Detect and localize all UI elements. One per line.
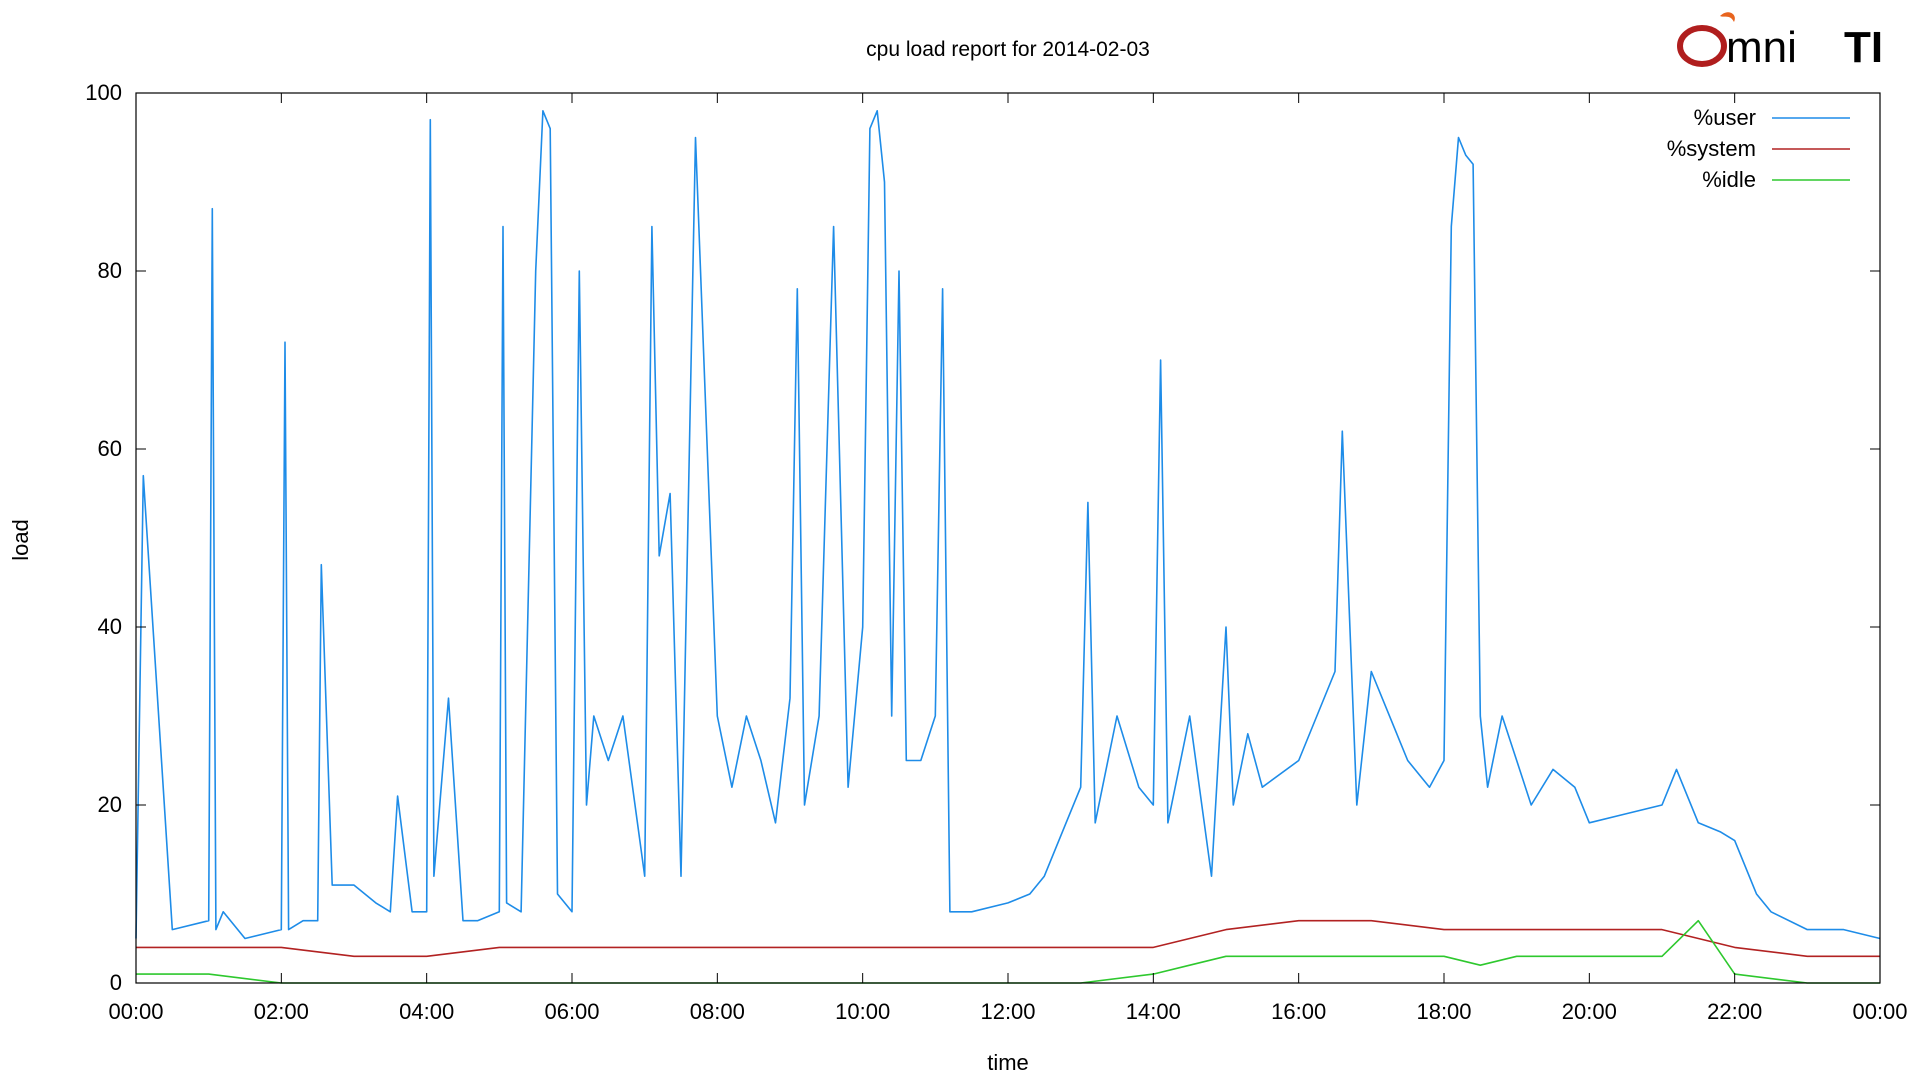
flame-icon	[1720, 12, 1735, 22]
omniti-logo: mni TI	[1668, 4, 1908, 84]
y-tick-label: 100	[85, 80, 122, 105]
y-tick-label: 60	[98, 436, 122, 461]
x-tick-label: 18:00	[1416, 999, 1471, 1024]
y-tick-label: 80	[98, 258, 122, 283]
chart-title: cpu load report for 2014-02-03	[866, 38, 1150, 61]
y-tick-label: 40	[98, 614, 122, 639]
legend-label: %system	[1667, 136, 1756, 161]
series-line-0	[135, 110, 1881, 940]
logo-text-ti: TI	[1844, 23, 1883, 72]
logo-o-ring	[1677, 25, 1727, 67]
x-tick-label: 20:00	[1562, 999, 1617, 1024]
x-tick-label: 00:00	[1852, 999, 1907, 1024]
y-tick-label: 0	[110, 970, 122, 995]
x-tick-label: 06:00	[544, 999, 599, 1024]
x-tick-label: 08:00	[690, 999, 745, 1024]
plot-frame	[135, 92, 1881, 984]
x-tick-label: 10:00	[835, 999, 890, 1024]
x-tick-label: 16:00	[1271, 999, 1326, 1024]
axes: 0 20 40 60 80 100 00:00 02:00 04:00 06:00 08:00 10:…	[85, 80, 1907, 1024]
x-tick-label: 22:00	[1707, 999, 1762, 1024]
legend-label: %user	[1694, 105, 1756, 130]
x-tick-label: 00:00	[108, 999, 163, 1024]
omniti-logo-image: mni TI	[1677, 12, 1883, 72]
series-line-1	[136, 919, 1880, 958]
y-tick-label: 20	[98, 792, 122, 817]
plot-area	[135, 110, 1881, 984]
x-tick-label: 02:00	[254, 999, 309, 1024]
logo-text-mni: mni	[1726, 23, 1797, 72]
legend: %user %system %idle	[1667, 105, 1850, 192]
y-axis-label: load	[8, 519, 33, 561]
x-tick-label: 14:00	[1126, 999, 1181, 1024]
x-tick-label: 04:00	[399, 999, 454, 1024]
legend-label: %idle	[1702, 167, 1756, 192]
x-axis-label: time	[987, 1050, 1029, 1075]
x-tick-label: 12:00	[980, 999, 1035, 1024]
